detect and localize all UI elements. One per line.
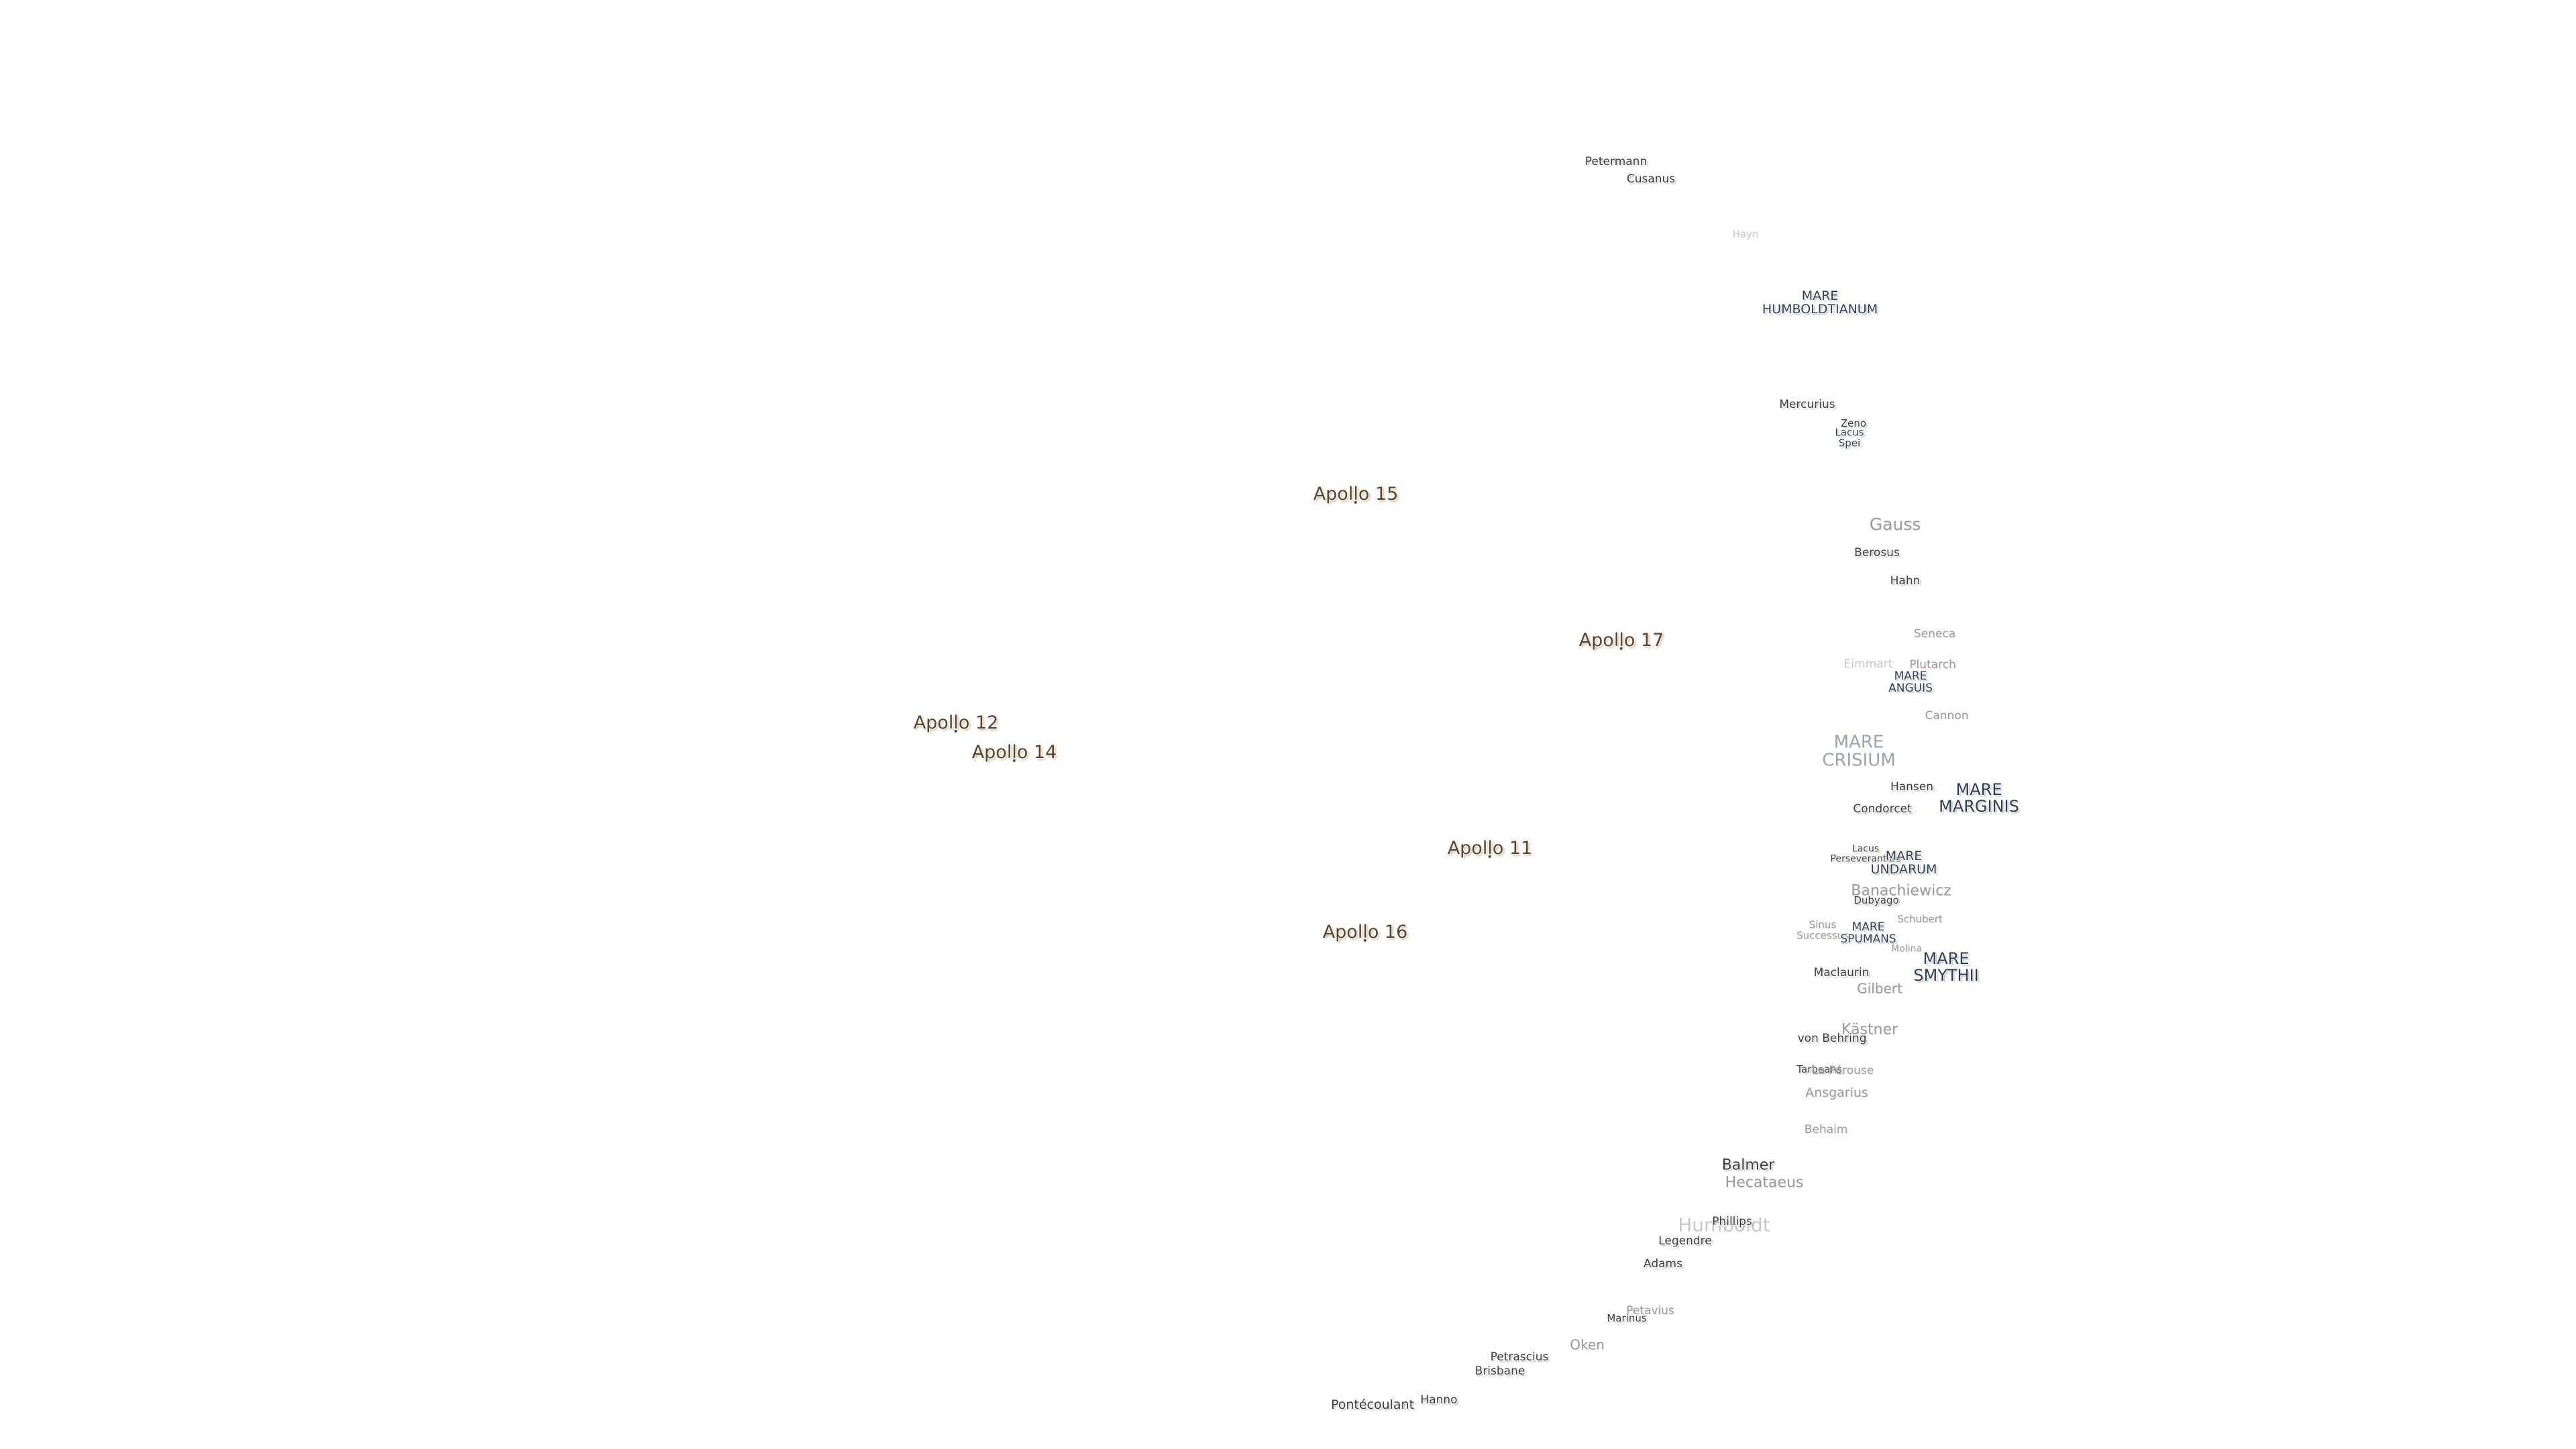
brisbane-label[interactable]: Brisbane [1474,1364,1525,1379]
lacus-spei-label[interactable]: Lacus Spei [1835,426,1864,449]
eimmart-label[interactable]: Eimmart [1843,657,1893,672]
apollo-15-marker[interactable]: Apollo 15 [1313,483,1399,504]
balmer-label[interactable]: Balmer [1721,1157,1775,1174]
apollo-11-label: Apollo 11 [1447,837,1533,859]
mare-marginis-label[interactable]: MARE MARGINIS [1939,780,2019,816]
hanno-label[interactable]: Hanno [1420,1393,1458,1407]
ansgarius-label[interactable]: Ansgarius [1805,1085,1868,1101]
mercurius-label[interactable]: Mercurius [1779,398,1835,412]
kastner-label[interactable]: Kästner [1841,1021,1898,1038]
hayn-label[interactable]: Hayn [1732,228,1759,241]
apollo-16-label: Apollo 16 [1322,921,1408,943]
apollo-17-dot [1620,647,1623,651]
mare-humboldtianum-label[interactable]: MARE HUMBOLDTIANUM [1762,288,1878,317]
mare-anguis-label[interactable]: MARE ANGUIS [1888,669,1933,695]
apollo-15-dot [1354,501,1357,504]
plutarch-label[interactable]: Plutarch [1909,658,1956,672]
pontecoulant-label[interactable]: Pontécoulant [1330,1397,1415,1413]
cannon-label[interactable]: Cannon [1925,709,1969,723]
apollo-15-label: Apollo 15 [1313,483,1399,504]
oken-label[interactable]: Oken [1570,1336,1605,1353]
apollo-16-marker[interactable]: Apollo 16 [1322,921,1408,943]
la-perouse-label[interactable]: La Pérouse [1811,1064,1874,1078]
banachiewicz-label[interactable]: Banachiewicz [1851,882,1951,900]
mare-smythii-label[interactable]: MARE SMYTHII [1913,949,1979,985]
apollo-16-dot [1364,939,1366,943]
condorcet-label[interactable]: Condorcet [1853,802,1912,816]
apollo-14-dot [1013,759,1016,763]
gilbert-label[interactable]: Gilbert [1857,980,1902,997]
von-behring-label[interactable]: von Behring [1797,1032,1867,1046]
apollo-11-dot [1489,855,1491,859]
legendre-label[interactable]: Legendre [1658,1234,1712,1248]
sinus-successus-label[interactable]: Sinus Successus [1796,918,1849,941]
gauss-label[interactable]: Gauss [1869,514,1921,534]
hansen-label[interactable]: Hansen [1890,780,1934,794]
apollo-12-marker[interactable]: Apollo 12 [913,712,999,733]
apollo-12-dot [955,730,957,733]
mare-undarum-label[interactable]: MARE UNDARUM [1870,849,1937,877]
phillips-label[interactable]: Phillips [1712,1215,1752,1229]
apollo-14-label: Apollo 14 [971,741,1057,763]
apollo-14-marker[interactable]: Apollo 14 [971,741,1057,763]
petermann-label[interactable]: Petermann [1585,155,1648,169]
apollo-17-label: Apollo 17 [1578,629,1664,651]
berosus-label[interactable]: Berosus [1854,546,1900,560]
hecataeus-label[interactable]: Hecataeus [1725,1174,1804,1191]
petrascius-label[interactable]: Petrascius [1490,1350,1549,1364]
molina-label[interactable]: Molina [1891,943,1922,955]
lacus-perseverantiae-label[interactable]: Lacus Perseverantiae [1830,843,1901,864]
mare-spumans-label[interactable]: MARE SPUMANS [1840,920,1896,946]
humboldt-label[interactable]: Humboldt [1678,1214,1770,1236]
mare-crisium-label[interactable]: MARE CRISIUM [1822,732,1896,771]
apollo-12-label: Apollo 12 [913,712,999,733]
cusanus-label[interactable]: Cusanus [1626,172,1676,186]
maclaurin-label[interactable]: Maclaurin [1813,966,1870,980]
marinus-label[interactable]: Marinus [1607,1312,1647,1325]
zeno-label[interactable]: Zeno [1840,417,1867,430]
dubyago-label[interactable]: Dubyago [1854,894,1899,907]
hahn-label[interactable]: Hahn [1890,574,1921,588]
petavius-area-label[interactable]: Petavius [1626,1304,1674,1318]
apollo-11-marker[interactable]: Apollo 11 [1447,837,1533,859]
adams-label[interactable]: Adams [1644,1257,1682,1271]
apollo-17-marker[interactable]: Apollo 17 [1578,629,1664,651]
schubert-label[interactable]: Schubert [1897,913,1943,926]
seneca-label[interactable]: Seneca [1913,627,1956,641]
tarbeans-label[interactable]: Tarbeans [1796,1063,1842,1076]
behaim-label[interactable]: Behaim [1804,1123,1848,1137]
